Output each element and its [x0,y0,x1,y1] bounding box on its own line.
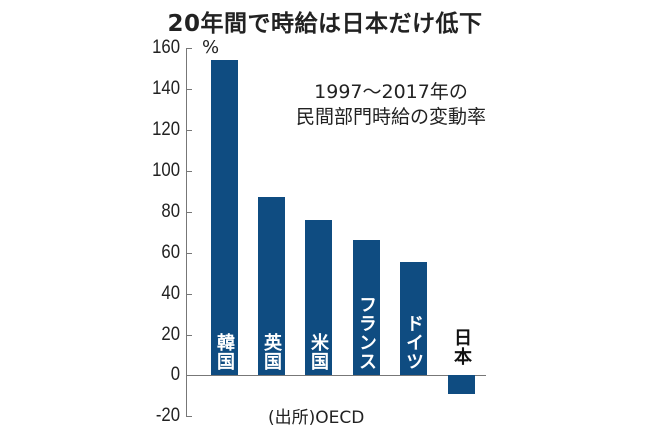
y-tick-label: 120 [152,119,180,140]
y-axis-line [186,48,187,416]
y-tick-label: 160 [152,37,180,58]
y-tick-label: 100 [152,160,180,181]
bar-japan [448,375,475,394]
bar-label-uk: 英国 [261,333,282,371]
bar-label-us: 米国 [308,333,329,371]
y-tick-mark [186,335,192,336]
y-tick-mark [186,253,192,254]
bar-label-japan: 日本 [451,328,472,366]
bar-label-korea: 韓国 [214,333,235,371]
zero-baseline [186,375,486,376]
subtitle-line: 1997～2017年の [314,81,468,103]
chart-title: 20年間で時給は日本だけ低下 [167,11,483,37]
bar-uk [258,197,285,375]
y-tick-mark [186,48,192,49]
y-tick-mark [186,89,192,90]
y-tick-label: 60 [161,242,180,263]
y-tick-label: 40 [161,283,180,304]
y-tick-mark [186,294,192,295]
bar-label-germany: ドイツ [403,314,424,371]
y-tick-label: 20 [161,324,180,345]
y-tick-label: 80 [161,201,180,222]
y-tick-label: 140 [152,78,180,99]
bar-france [353,240,380,375]
y-tick-mark [186,416,192,417]
chart-subtitle: 1997～2017年の 民間部門時給の変動率 [266,80,516,130]
bar-label-france: フランス [356,295,377,371]
bar-korea [211,60,238,375]
y-tick-mark [186,171,192,172]
bar-us [305,220,332,375]
y-tick-mark [186,212,192,213]
source-note: (出所)OECD [268,408,365,428]
y-tick-mark [186,130,192,131]
y-tick-label: 0 [170,364,180,385]
y-axis-unit: % [202,37,220,58]
subtitle-line: 民間部門時給の変動率 [295,106,486,128]
bar-germany [400,262,427,375]
y-tick-label: -20 [155,405,180,426]
